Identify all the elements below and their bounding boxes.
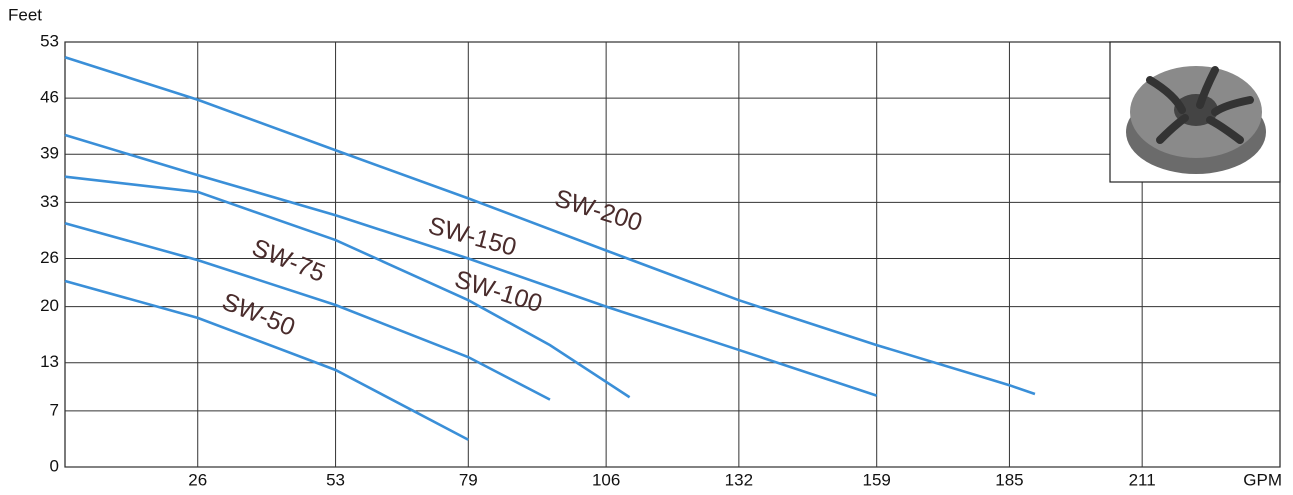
impeller-image — [1109, 41, 1281, 183]
y-tick-label: 7 — [50, 400, 59, 419]
curve — [64, 133, 878, 397]
x-axis-label: GPM — [1243, 470, 1282, 489]
y-tick-label: 13 — [40, 352, 59, 371]
curve — [64, 175, 631, 399]
x-tick-label: 79 — [459, 470, 478, 489]
y-tick-label: 20 — [40, 296, 59, 315]
curve — [64, 279, 469, 441]
y-tick-label: 26 — [40, 248, 59, 267]
x-tick-label: 159 — [863, 470, 891, 489]
x-tick-label: 53 — [326, 470, 345, 489]
y-tick-label: 0 — [50, 456, 59, 475]
x-tick-label: 211 — [1129, 470, 1156, 489]
x-tick-label: 106 — [592, 470, 620, 489]
y-tick-label: 53 — [40, 31, 59, 50]
y-tick-label: 33 — [40, 192, 59, 211]
x-tick-label: 26 — [188, 470, 207, 489]
curve — [64, 55, 1036, 396]
plot-area — [64, 41, 1281, 468]
x-tick-label: 185 — [995, 470, 1023, 489]
y-tick-label: 39 — [40, 144, 59, 163]
x-tick-label: 132 — [725, 470, 753, 489]
y-axis-label: Feet — [8, 5, 42, 24]
y-tick-label: 46 — [40, 88, 59, 107]
curve — [64, 221, 551, 401]
